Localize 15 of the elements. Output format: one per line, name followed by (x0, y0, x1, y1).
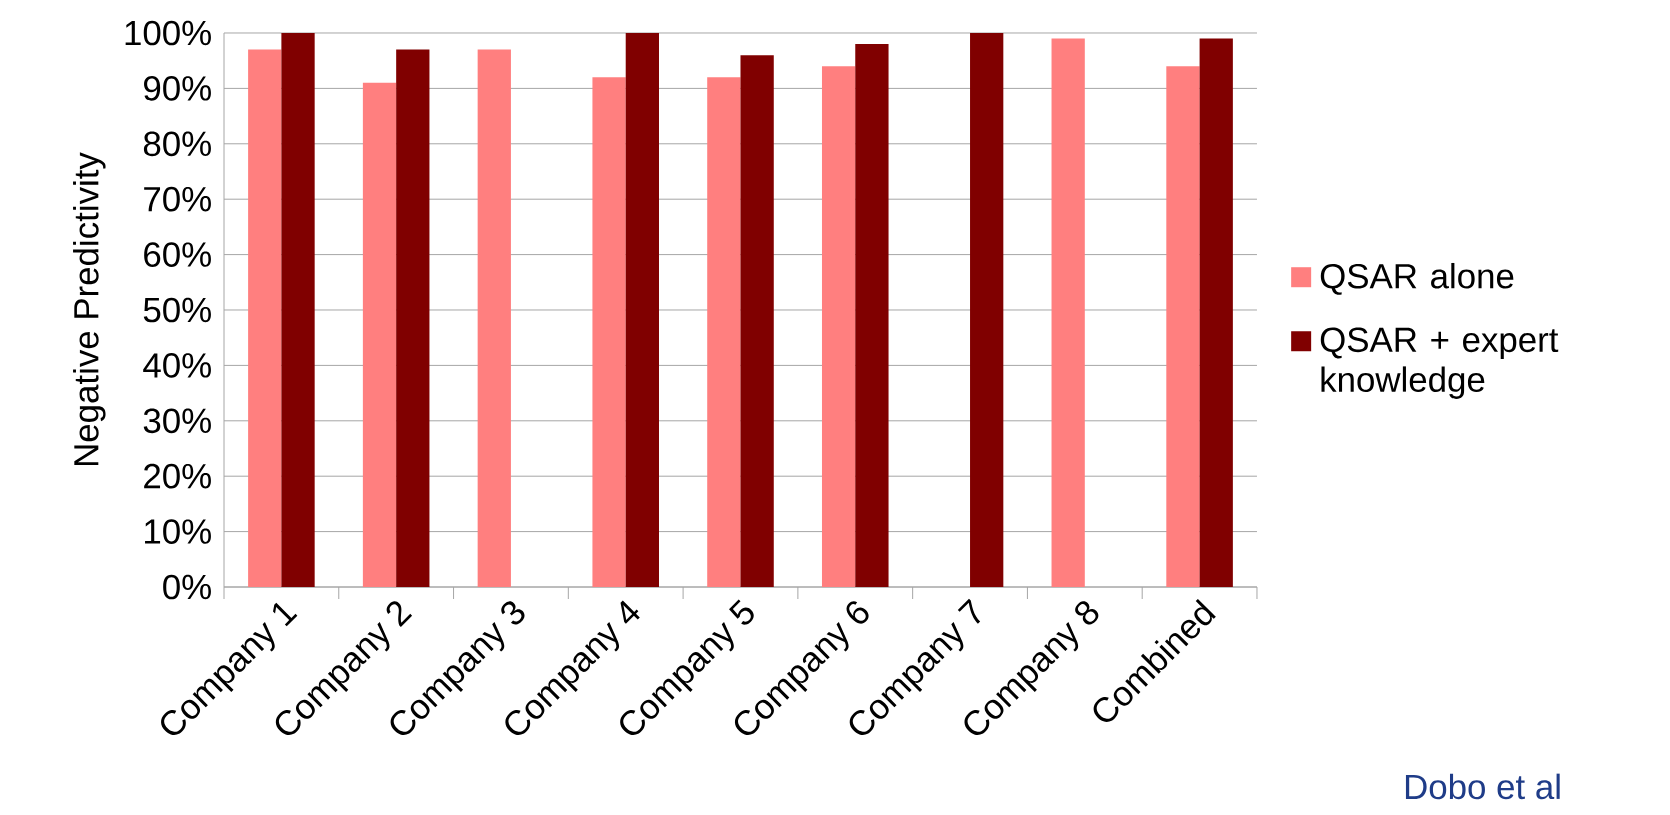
y-tick-label: 20% (144, 463, 211, 489)
y-tick-label: 50% (143, 297, 211, 323)
y-tick-label: 10% (145, 519, 211, 544)
y-tick-label: 100% (125, 20, 211, 46)
y-tick-label: 90% (144, 76, 211, 101)
y-axis-title: Negative Predictivity (73, 152, 106, 466)
y-tick-label: 40% (143, 353, 211, 378)
y-tick-label: 30% (143, 408, 211, 434)
y-tick-label: 70% (144, 186, 211, 212)
legend-label: QSAR alone (1320, 262, 1514, 295)
y-tick-label: 0% (163, 574, 211, 600)
text: Dobo et al (1405, 773, 1560, 800)
legend-label: QSAR + expert knowledge (1320, 327, 1559, 399)
y-tick-label: 80% (143, 131, 211, 157)
y-tick-label: 60% (144, 242, 211, 267)
